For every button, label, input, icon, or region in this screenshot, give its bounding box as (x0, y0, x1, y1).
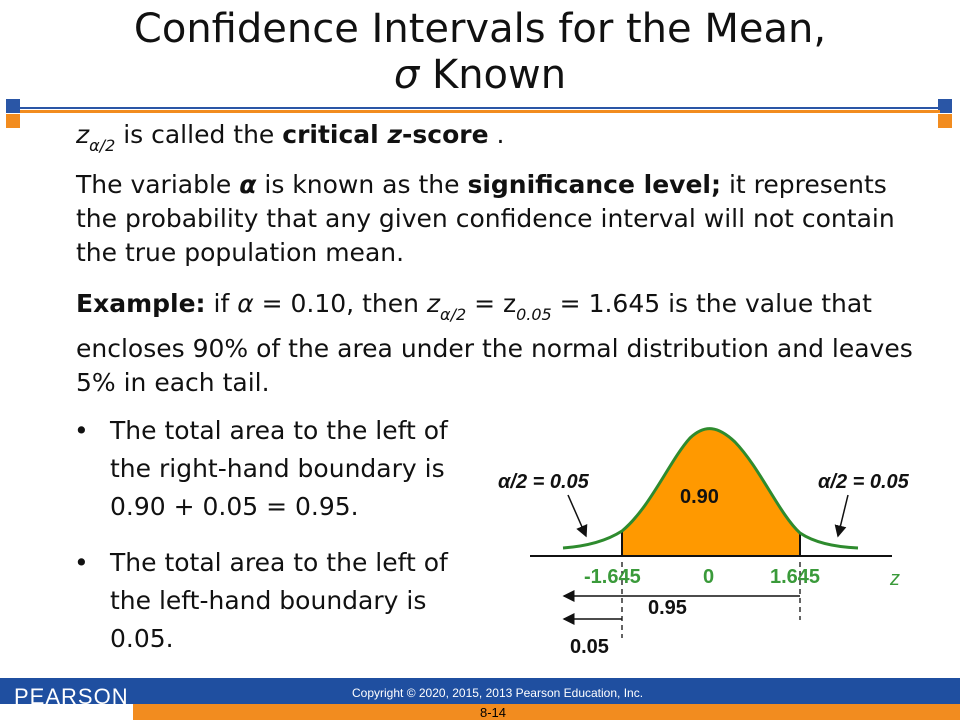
normal-curve (562, 427, 859, 550)
header-right-orange-square (938, 114, 952, 128)
bullet-text: The total area to the left of the left-h… (110, 548, 448, 653)
header-rule-orange (20, 110, 940, 113)
tick-label-zero: 0 (703, 566, 714, 588)
bullet-text: The total area to the left of the right-… (110, 416, 448, 521)
sigma-symbol: σ (393, 52, 420, 98)
right-tail-label: α/2 = 0.05 (818, 471, 910, 493)
p3-text-3: = z (466, 289, 517, 318)
p1-period: . (488, 120, 505, 149)
p2-text-2: is known as the (256, 170, 468, 199)
left-tail-label: α/2 = 0.05 (498, 471, 590, 493)
alpha-symbol: α (239, 170, 257, 199)
footer-bar-orange (133, 704, 960, 720)
bullet-dot: • (74, 416, 89, 445)
header-left-orange-square (6, 114, 20, 128)
example-label: Example: (76, 289, 206, 318)
z-symbol: z (426, 289, 441, 318)
alpha-half-subscript: α/2 (89, 136, 116, 155)
left-tail-pointer (567, 494, 588, 538)
header-right-blue-square (938, 99, 952, 113)
pearson-logo: PEARSON (14, 684, 129, 709)
alpha-half-subscript: α/2 (440, 305, 467, 324)
alpha-symbol: α (237, 289, 254, 318)
footer-bar-blue (0, 678, 960, 704)
p3-text-1: if (205, 289, 238, 318)
header-rule-blue (20, 107, 940, 109)
z-axis-label: z (889, 568, 900, 590)
p1-bold: critical (282, 120, 388, 149)
area-095-label: 0.95 (648, 597, 687, 619)
tick-label-left: -1.645 (584, 566, 641, 588)
area-005-label: 0.05 (570, 636, 609, 658)
p2-bold: significance level; (467, 170, 721, 199)
critical-z-paragraph: zα/2 is called the critical z-score . (76, 118, 504, 163)
p2-text-1: The variable (76, 170, 240, 199)
p3-text-2: = 0.10, then (253, 289, 427, 318)
z-symbol: z (76, 120, 90, 149)
p3-text-4: = 1.645 is the value that encloses 90% o… (76, 289, 913, 397)
title-line-2: σ Known (0, 52, 960, 98)
bullet-dot: • (74, 548, 89, 577)
center-area-label: 0.90 (680, 486, 719, 508)
z005-subscript: 0.05 (516, 305, 552, 324)
significance-paragraph: The variable α is known as the significa… (76, 168, 916, 270)
central-area-fill (622, 428, 800, 556)
title-line-1: Confidence Intervals for the Mean, (133, 6, 827, 52)
example-paragraph: Example: if α = 0.10, then zα/2 = z0.05 … (76, 287, 916, 400)
title-known: Known (419, 52, 567, 98)
copyright-text: Copyright © 2020, 2015, 2013 Pearson Edu… (352, 686, 644, 700)
p1-bold-z: z (387, 120, 403, 149)
p2-text-3: it represents the probability that any g… (76, 170, 895, 267)
tick-label-right: 1.645 (770, 566, 820, 588)
right-tail-pointer (834, 494, 849, 538)
p1-text: is called the (115, 120, 283, 149)
p1-bold-after: -score (402, 120, 489, 149)
page-number: 8-14 (480, 705, 507, 720)
header-left-blue-square (6, 99, 20, 113)
slide-title: Confidence Intervals for the Mean, σ Kno… (0, 6, 960, 98)
